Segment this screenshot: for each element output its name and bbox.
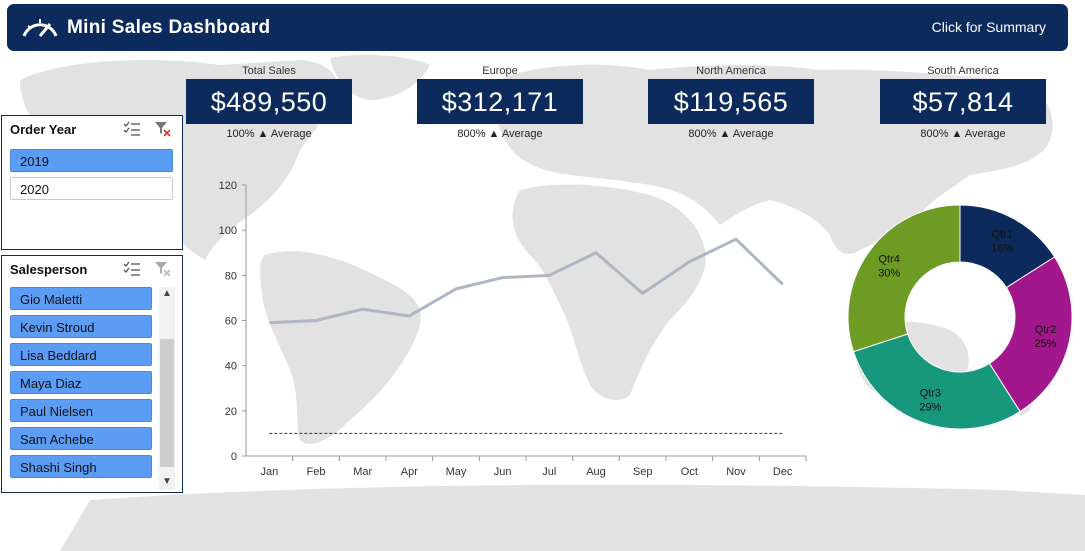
gauge-icon bbox=[22, 19, 58, 37]
x-tick-label: Dec bbox=[773, 466, 793, 478]
app-title: Mini Sales Dashboard bbox=[67, 17, 271, 38]
dashboard-header: Mini Sales Dashboard Click for Summary bbox=[7, 4, 1068, 51]
chevron-down-icon[interactable]: ▼ bbox=[162, 476, 172, 487]
y-tick-label: 80 bbox=[225, 270, 237, 282]
y-tick-label: 120 bbox=[219, 180, 237, 192]
donut-slice-qtr4 bbox=[847, 204, 961, 353]
kpi-sub-total-sales: 100% ▲ Average bbox=[226, 128, 312, 140]
y-tick-label: 20 bbox=[225, 406, 237, 418]
salesperson-scrollbar[interactable]: ▲ ▼ bbox=[159, 287, 175, 490]
x-tick-label: Sep bbox=[633, 466, 653, 478]
salesperson-item[interactable]: Paul Nielsen bbox=[10, 399, 152, 422]
kpi-value-south-america: $57,814 bbox=[880, 79, 1046, 124]
order-year-slicer-title: Order Year bbox=[10, 122, 77, 137]
order-year-slicer: Order Year 2019 2020 bbox=[1, 115, 183, 250]
kpi-label-north-america: North America bbox=[696, 65, 766, 77]
y-tick-label: 40 bbox=[225, 361, 237, 373]
x-tick-label: May bbox=[446, 466, 467, 478]
salesperson-item[interactable]: Lisa Beddard bbox=[10, 343, 152, 366]
y-tick-label: 100 bbox=[219, 225, 237, 237]
donut-slice-label: Qtr2 bbox=[1035, 324, 1056, 336]
kpi-sub-europe: 800% ▲ Average bbox=[457, 128, 543, 140]
salesperson-item[interactable]: Sam Achebe bbox=[10, 427, 152, 450]
multi-select-icon[interactable] bbox=[123, 121, 141, 137]
kpi-sub-north-america: 800% ▲ Average bbox=[688, 128, 774, 140]
salesperson-slicer: Salesperson Gio Maletti Kevin Stroud Lis… bbox=[1, 255, 183, 493]
donut-slice-pct: 30% bbox=[878, 268, 900, 280]
chevron-up-icon[interactable]: ▲ bbox=[162, 288, 172, 299]
donut-slice-pct: 29% bbox=[919, 401, 941, 413]
scrollbar-thumb[interactable] bbox=[160, 339, 174, 467]
donut-slice-qtr2 bbox=[988, 256, 1073, 413]
kpi-value-europe: $312,171 bbox=[417, 79, 583, 124]
donut-slice-label: Qtr1 bbox=[991, 228, 1012, 240]
kpi-label-total-sales: Total Sales bbox=[242, 65, 296, 77]
order-year-item-2020[interactable]: 2020 bbox=[10, 177, 173, 200]
x-tick-label: Aug bbox=[586, 466, 606, 478]
salesperson-item[interactable]: Gio Maletti bbox=[10, 287, 152, 310]
salesperson-item[interactable]: Kevin Stroud bbox=[10, 315, 152, 338]
multi-select-icon[interactable] bbox=[123, 261, 141, 277]
kpi-sub-south-america: 800% ▲ Average bbox=[920, 128, 1006, 140]
x-tick-label: Oct bbox=[681, 466, 698, 478]
x-tick-label: Jul bbox=[542, 466, 556, 478]
x-tick-label: Mar bbox=[353, 466, 372, 478]
x-tick-label: Jun bbox=[494, 466, 512, 478]
clear-filter-icon[interactable] bbox=[154, 261, 172, 277]
summary-link[interactable]: Click for Summary bbox=[931, 19, 1046, 35]
y-tick-label: 0 bbox=[231, 451, 237, 463]
kpi-value-total-sales: $489,550 bbox=[186, 79, 352, 124]
kpi-value-north-america: $119,565 bbox=[648, 79, 814, 124]
donut-slice-pct: 16% bbox=[991, 242, 1013, 254]
salesperson-item[interactable]: Maya Diaz bbox=[10, 371, 152, 394]
x-tick-label: Feb bbox=[307, 466, 326, 478]
x-tick-label: Jan bbox=[260, 466, 278, 478]
x-tick-label: Apr bbox=[401, 466, 418, 478]
donut-slice-label: Qtr4 bbox=[879, 254, 900, 266]
salesperson-item[interactable]: Shashi Singh bbox=[10, 455, 152, 478]
x-tick-label: Nov bbox=[726, 466, 746, 478]
sales-trend-line bbox=[269, 237, 784, 325]
salesperson-slicer-title: Salesperson bbox=[10, 262, 88, 277]
kpi-label-south-america: South America bbox=[927, 65, 999, 77]
donut-slice-qtr3 bbox=[852, 333, 1021, 430]
clear-filter-icon[interactable] bbox=[154, 121, 172, 137]
y-tick-label: 60 bbox=[225, 316, 237, 328]
donut-slice-label: Qtr3 bbox=[920, 387, 941, 399]
order-year-item-2019[interactable]: 2019 bbox=[10, 149, 173, 172]
kpi-label-europe: Europe bbox=[482, 65, 518, 77]
donut-slice-pct: 25% bbox=[1034, 338, 1056, 350]
